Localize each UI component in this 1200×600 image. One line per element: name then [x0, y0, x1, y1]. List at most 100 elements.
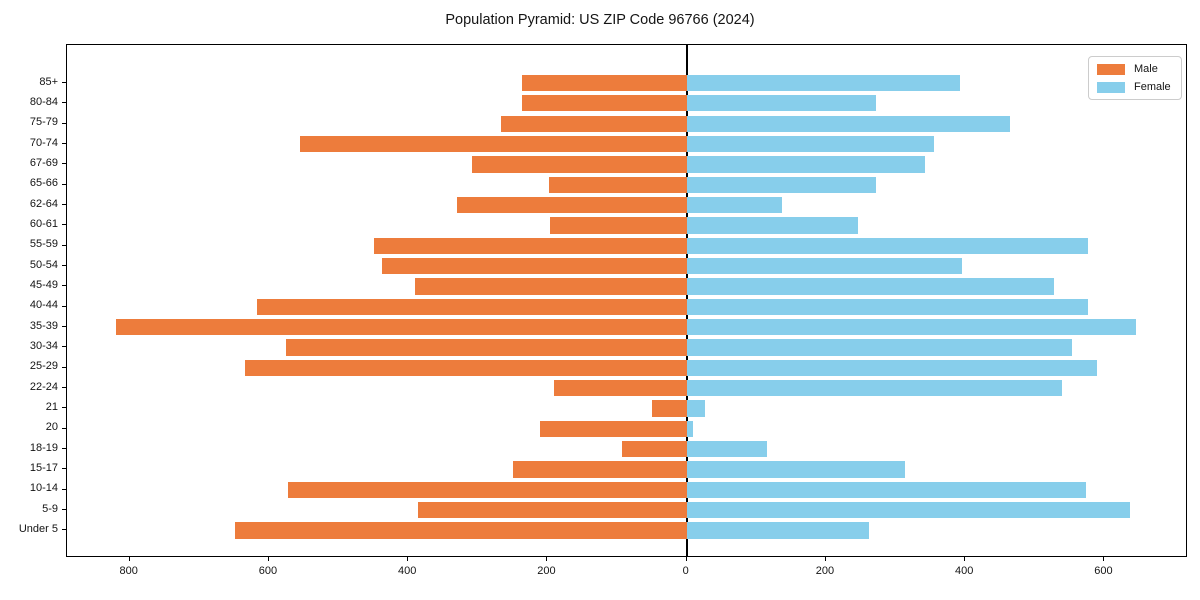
y-tick-mark	[62, 529, 66, 531]
x-tick-label: 200	[815, 565, 835, 577]
y-tick-mark	[62, 82, 66, 83]
female-bar	[686, 74, 961, 92]
male-bar	[548, 176, 687, 193]
y-tick-mark	[62, 265, 66, 267]
y-tick-label: 20	[45, 421, 58, 434]
y-tick-label: 62-64	[29, 197, 58, 210]
y-tick-mark	[62, 244, 66, 246]
male-bar	[621, 440, 687, 458]
x-tick-mark	[824, 557, 826, 561]
y-tick-mark	[62, 285, 66, 287]
y-tick-label: 50-54	[29, 258, 58, 271]
male-bar	[651, 400, 687, 417]
female-bar	[686, 501, 1131, 519]
plot-area: Male Female	[66, 44, 1187, 557]
y-tick-mark	[62, 305, 66, 307]
female-bar	[686, 115, 1011, 132]
x-tick-label: 400	[955, 565, 974, 577]
chart-title: Population Pyramid: US ZIP Code 96766 (2…	[445, 12, 755, 28]
x-tick-label: 800	[119, 565, 138, 577]
y-tick-label: 85+	[39, 75, 58, 88]
male-bar	[549, 217, 687, 234]
female-bar	[686, 339, 1073, 356]
y-tick-mark	[62, 102, 66, 104]
y-tick-label: 35-39	[29, 319, 58, 332]
y-tick-mark	[62, 366, 66, 368]
female-bar	[686, 156, 926, 173]
male-bar	[288, 481, 687, 498]
male-legend-label: Male	[1134, 63, 1158, 75]
female-bar	[686, 196, 783, 214]
y-tick-mark	[62, 427, 66, 429]
y-tick-mark	[62, 346, 66, 348]
legend-item-female: Female	[1097, 81, 1171, 93]
y-tick-label: 30-34	[29, 339, 58, 352]
y-tick-mark	[62, 163, 66, 165]
male-bar	[257, 298, 687, 315]
x-tick-mark	[267, 557, 269, 561]
female-bar	[686, 278, 1055, 295]
x-tick-label: 600	[1094, 565, 1113, 577]
x-tick-mark	[128, 557, 130, 561]
male-bar	[471, 156, 687, 173]
y-tick-label: 18-19	[29, 441, 58, 454]
female-bar	[686, 237, 1089, 254]
female-bar	[686, 420, 693, 437]
y-tick-label: 45-49	[29, 278, 58, 291]
x-tick-label: 600	[258, 565, 278, 577]
male-swatch-icon	[1097, 63, 1125, 75]
female-bar	[686, 176, 877, 193]
male-bar	[381, 257, 687, 275]
y-tick-label: 10-14	[29, 482, 58, 495]
male-bar	[374, 237, 687, 254]
y-tick-label: Under 5	[18, 522, 58, 535]
y-tick-label: 21	[45, 400, 58, 413]
male-bar	[235, 522, 687, 539]
y-tick-mark	[62, 326, 66, 328]
male-bar	[521, 95, 687, 112]
male-bar	[417, 501, 687, 519]
x-tick-mark	[1103, 557, 1105, 561]
y-tick-mark	[62, 407, 66, 409]
male-bar	[300, 135, 687, 153]
female-bar	[686, 461, 905, 478]
y-tick-label: 67-69	[29, 156, 58, 169]
x-tick-mark	[546, 557, 548, 561]
x-tick-label: 400	[397, 565, 417, 577]
y-tick-mark	[62, 387, 66, 389]
male-bar	[244, 359, 687, 376]
y-tick-label: 55-59	[29, 238, 58, 251]
y-tick-mark	[62, 143, 66, 145]
male-bar	[285, 339, 687, 356]
y-tick-label: 5-9	[42, 502, 58, 515]
female-bar	[686, 135, 934, 153]
x-tick-label: 0	[682, 565, 689, 577]
y-tick-label: 40-44	[29, 299, 58, 312]
female-bar	[686, 440, 768, 458]
female-bar	[686, 522, 870, 539]
female-bar	[686, 298, 1089, 315]
female-bar	[686, 359, 1098, 376]
y-tick-label: 65-66	[29, 177, 58, 190]
x-tick-mark	[685, 557, 687, 561]
male-bar	[415, 278, 687, 295]
female-legend-label: Female	[1134, 81, 1171, 93]
female-bar	[686, 400, 706, 417]
y-tick-label: 75-79	[29, 116, 58, 129]
female-bar	[686, 481, 1087, 498]
y-tick-mark	[62, 204, 66, 206]
y-tick-mark	[62, 183, 66, 185]
male-bar	[554, 379, 687, 397]
y-tick-label: 60-61	[29, 217, 58, 230]
male-bar	[540, 420, 687, 437]
y-tick-label: 25-29	[29, 360, 58, 373]
female-bar	[686, 95, 877, 112]
x-tick-label: 200	[537, 565, 556, 577]
legend: Male Female	[1088, 56, 1182, 100]
female-swatch-icon	[1097, 81, 1125, 93]
male-bar	[456, 196, 687, 214]
y-tick-label: 80-84	[29, 95, 58, 108]
y-tick-mark	[62, 488, 66, 490]
y-tick-mark	[62, 468, 66, 470]
male-bar	[512, 461, 687, 478]
